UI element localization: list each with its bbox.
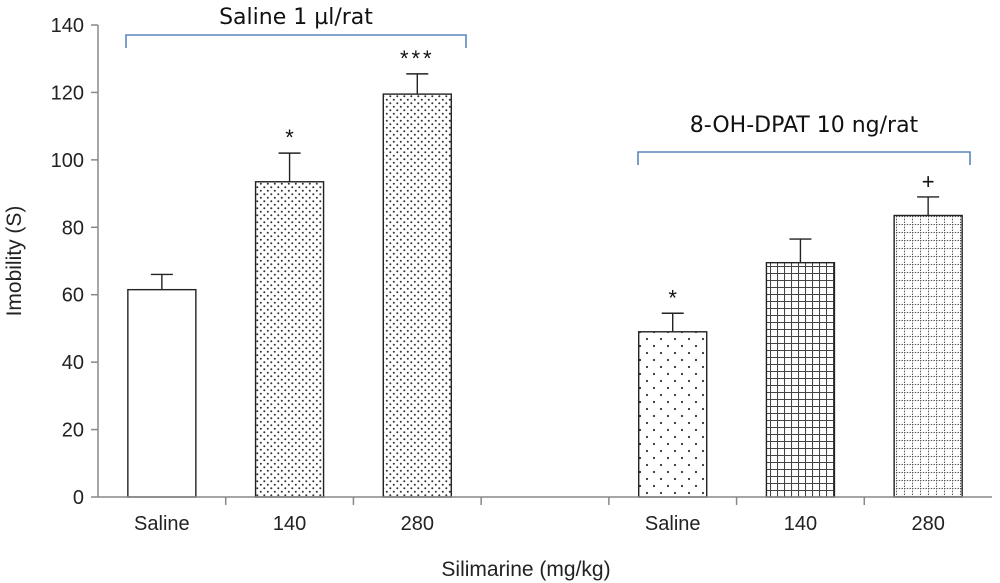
y-tick-label: 60 <box>62 285 84 307</box>
x-tick-label: 280 <box>911 513 944 535</box>
bar-1 <box>254 181 325 498</box>
significance-mark-2: *** <box>400 46 435 71</box>
x-tick-label: Saline <box>134 513 190 535</box>
y-tick-label: 20 <box>62 420 84 442</box>
y-axis-title: Imobility (S) <box>3 206 26 317</box>
group-bracket-1 <box>637 151 971 165</box>
bar-4 <box>765 261 836 498</box>
x-axis-title: Silimarine (mg/kg) <box>441 558 610 581</box>
y-tick-label: 40 <box>62 352 84 374</box>
y-tick-label: 140 <box>51 15 84 37</box>
bar-3 <box>638 331 708 498</box>
significance-mark-5: + <box>922 169 935 194</box>
group-label-1: 8-OH-DPAT 10 ng/rat <box>690 113 919 138</box>
y-tick-label: 120 <box>51 82 84 104</box>
x-tick-label: 280 <box>401 513 434 535</box>
group-bracket-0 <box>125 34 467 48</box>
bar-5 <box>893 214 963 498</box>
y-tick-label: 0 <box>73 487 84 509</box>
y-tick-label: 100 <box>51 150 84 172</box>
x-tick-label: 140 <box>784 513 817 535</box>
significance-mark-3: * <box>668 285 677 310</box>
significance-mark-1: * <box>285 125 294 150</box>
x-tick-label: 140 <box>273 513 306 535</box>
y-tick-label: 80 <box>62 217 84 239</box>
bar-0 <box>127 288 197 498</box>
bar-2 <box>382 93 452 498</box>
x-tick-label: Saline <box>645 513 701 535</box>
group-label-0: Saline 1 µl/rat <box>219 5 373 30</box>
